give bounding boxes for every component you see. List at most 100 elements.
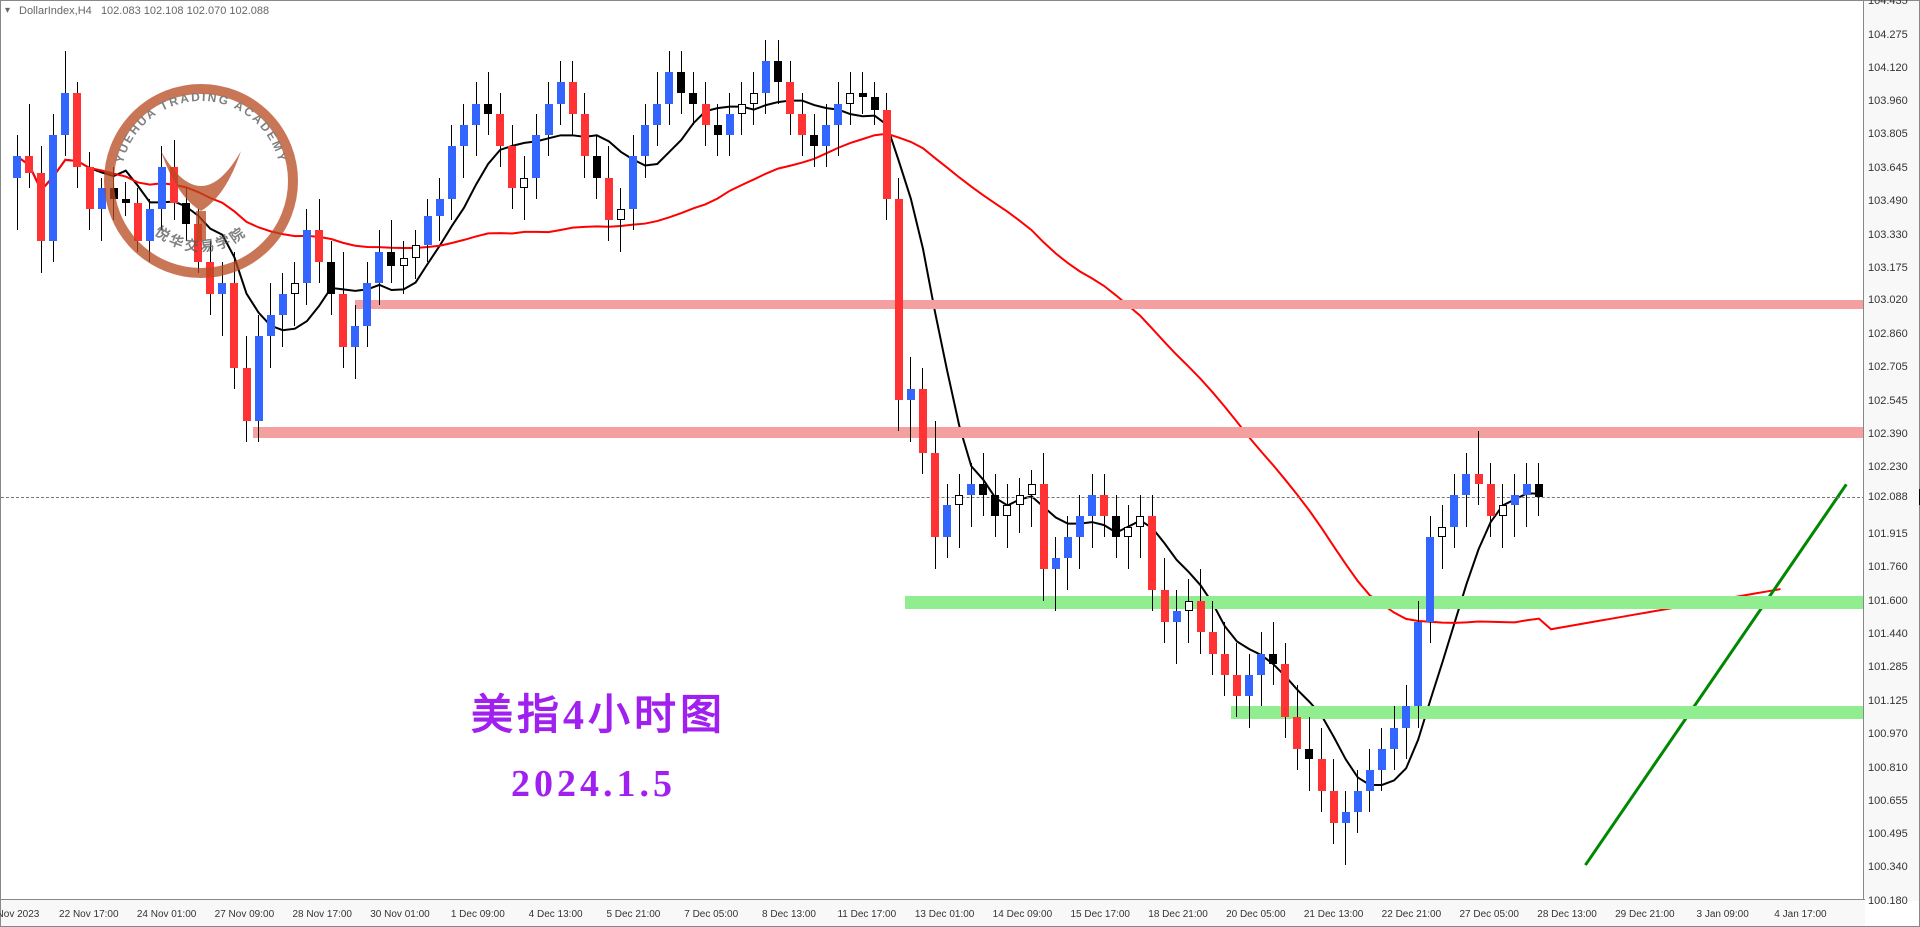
y-tick: 102.860 [1868, 328, 1908, 340]
candle-body [1535, 484, 1543, 497]
candle-body [1354, 791, 1362, 812]
candle-body [1016, 495, 1024, 506]
y-tick: 103.960 [1868, 95, 1908, 107]
candle-body [1136, 516, 1144, 527]
candle-body [967, 484, 975, 495]
candle-body [883, 110, 891, 199]
y-tick: 104.275 [1868, 29, 1908, 41]
candle-body [412, 245, 420, 258]
candle-body [1366, 770, 1374, 791]
y-tick: 103.645 [1868, 162, 1908, 174]
candle-body [243, 368, 251, 421]
title-line2: 2024.1.5 [511, 762, 726, 806]
candle-wick [1176, 590, 1177, 664]
candle-body [363, 283, 371, 325]
candle-body [86, 167, 94, 209]
candle-body [230, 283, 238, 368]
y-tick: 101.125 [1868, 695, 1908, 707]
x-tick: 11 Dec 17:00 [837, 909, 896, 920]
x-tick: 21 Nov 2023 [0, 909, 39, 920]
symbol-label: DollarIndex,H4 [19, 5, 92, 17]
candle-body [1076, 516, 1084, 537]
x-tick: 27 Dec 05:00 [1459, 909, 1519, 920]
candle-body [1462, 474, 1470, 495]
y-tick: 100.810 [1868, 762, 1908, 774]
x-tick: 27 Nov 09:00 [215, 909, 275, 920]
candle-body [424, 216, 432, 246]
candle-body [677, 72, 685, 93]
y-tick: 102.230 [1868, 461, 1908, 473]
candle-body [1221, 654, 1229, 675]
candle-body [774, 61, 782, 82]
candle-wick [1345, 791, 1346, 865]
candle-body [315, 230, 323, 262]
x-tick: 22 Dec 21:00 [1382, 909, 1442, 920]
candle-body [1064, 537, 1072, 558]
horizontal-zone [253, 427, 1865, 438]
chart-header: DollarIndex,H4 102.083 102.108 102.070 1… [19, 5, 269, 17]
candle-body [61, 93, 69, 135]
trendline [1585, 484, 1846, 865]
candle-body [1040, 484, 1048, 569]
candle-wick [1188, 579, 1189, 642]
candle-body [508, 146, 516, 188]
y-tick: 103.805 [1868, 128, 1908, 140]
candle-body [605, 178, 613, 220]
candle-body [798, 114, 806, 135]
y-tick: 101.915 [1868, 528, 1908, 540]
chart-container: ▾ DollarIndex,H4 102.083 102.108 102.070… [0, 0, 1920, 927]
candle-wick [1007, 484, 1008, 547]
x-tick: 1 Dec 09:00 [451, 909, 505, 920]
candle-body [1269, 654, 1277, 665]
candle-body [1088, 495, 1096, 516]
candle-body [1148, 516, 1156, 590]
x-tick: 28 Dec 13:00 [1537, 909, 1597, 920]
chart-area[interactable]: YUEHUA TRADING ACADEMY悦华交易学院 美指4小时图 2024… [1, 1, 1865, 901]
candle-body [907, 389, 915, 400]
candle-body [557, 82, 565, 103]
candle-body [1450, 495, 1458, 527]
candle-wick [1442, 505, 1443, 568]
x-tick: 4 Jan 17:00 [1774, 909, 1826, 920]
candle-wick [1031, 470, 1032, 527]
candle-body [979, 484, 987, 495]
title-line1: 美指4小时图 [471, 681, 726, 742]
candle-wick [17, 135, 18, 230]
y-tick: 100.180 [1868, 895, 1908, 907]
candle-body [1293, 717, 1301, 749]
y-tick: 103.020 [1868, 294, 1908, 306]
candle-body [1426, 537, 1434, 622]
candle-body [702, 104, 710, 125]
x-tick: 4 Dec 13:00 [529, 909, 583, 920]
candle-body [895, 199, 903, 400]
candle-body [1245, 675, 1253, 696]
candle-body [919, 389, 927, 452]
candle-body [520, 178, 528, 189]
candle-body [436, 199, 444, 216]
x-tick: 18 Dec 21:00 [1148, 909, 1208, 920]
y-axis: 104.435104.275104.120103.960103.805103.6… [1863, 1, 1919, 901]
y-tick: 104.120 [1868, 62, 1908, 74]
ohlc-label: 102.083 102.108 102.070 102.088 [101, 5, 269, 17]
y-tick: 103.490 [1868, 195, 1908, 207]
candle-body [1233, 675, 1241, 696]
horizontal-zone [355, 300, 1865, 308]
x-tick: 8 Dec 13:00 [762, 909, 816, 920]
candle-body [1378, 749, 1386, 770]
candle-body [593, 156, 601, 177]
candle-body [1342, 812, 1350, 823]
x-tick: 7 Dec 05:00 [684, 909, 738, 920]
candle-body [689, 93, 697, 104]
candle-wick [1526, 463, 1527, 526]
candle-body [569, 82, 577, 114]
candle-body [351, 326, 359, 347]
candle-body [1511, 495, 1519, 506]
candle-body [581, 114, 589, 156]
x-tick: 15 Dec 17:00 [1070, 909, 1130, 920]
candle-body [460, 125, 468, 146]
candle-body [327, 262, 335, 294]
candle-wick [959, 474, 960, 548]
y-tick: 100.495 [1868, 828, 1908, 840]
candle-body [629, 156, 637, 209]
candle-body [714, 125, 722, 136]
